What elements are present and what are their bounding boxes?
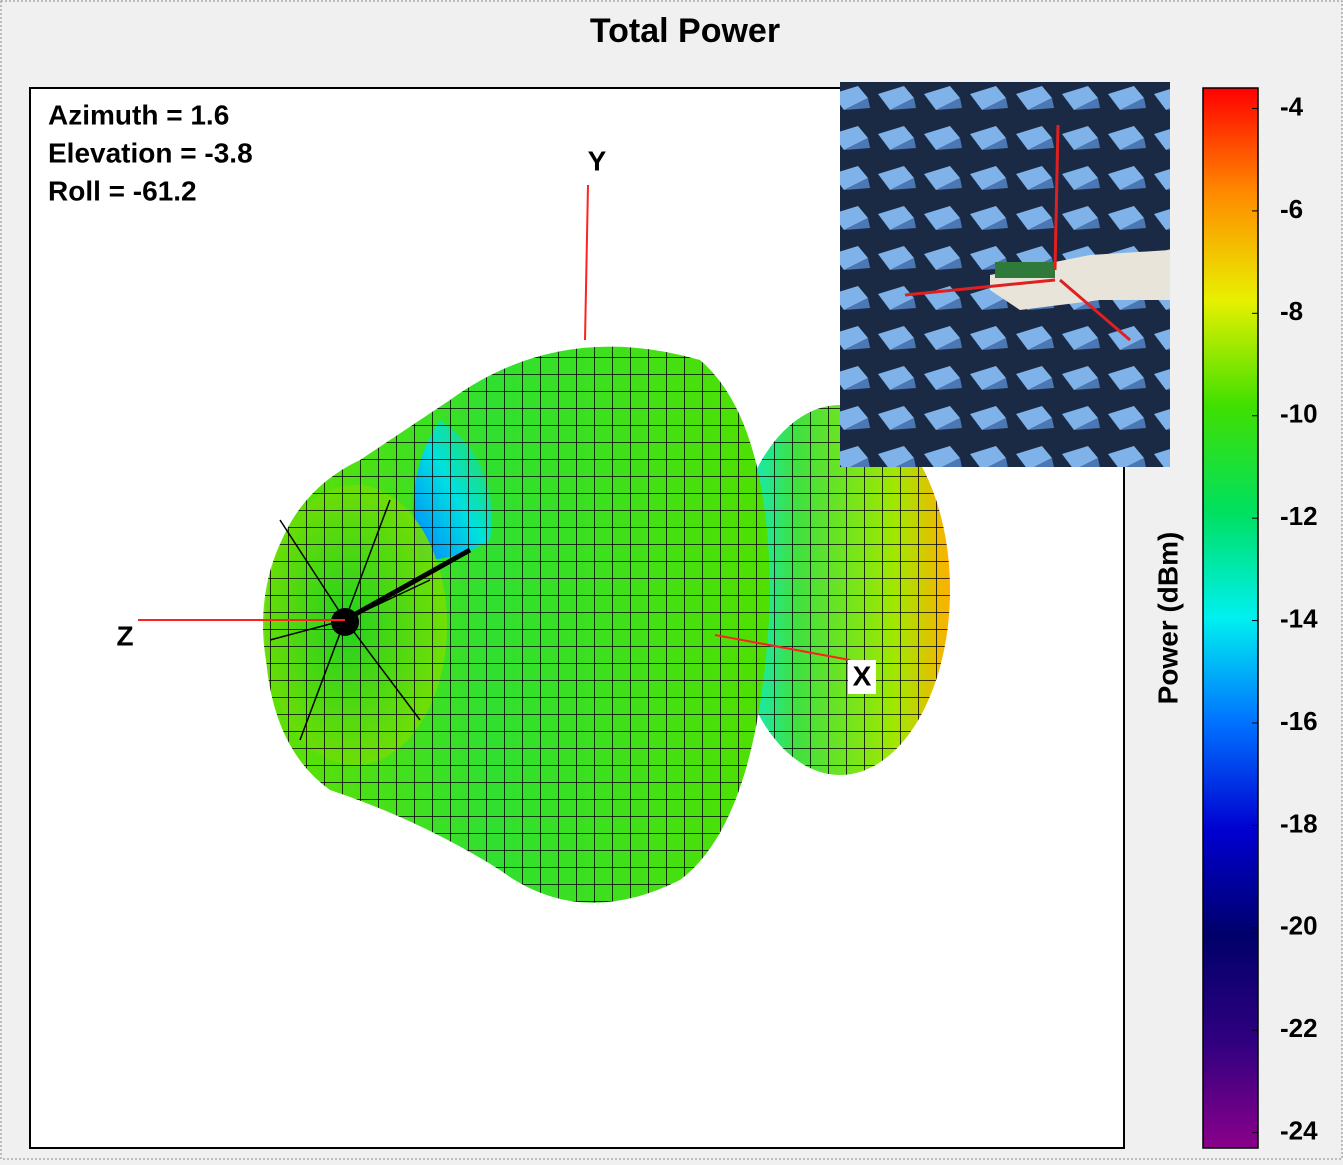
- colorbar-tick-label: -16: [1280, 706, 1318, 736]
- colorbar-tick-label: -4: [1280, 91, 1304, 121]
- colorbar-tick-label: -14: [1280, 603, 1318, 633]
- inset-photo: [840, 82, 1170, 467]
- colorbar-tick-label: -22: [1280, 1013, 1318, 1043]
- axis-label: Y: [588, 145, 607, 176]
- colorbar-tick-label: -12: [1280, 501, 1318, 531]
- axes-3d: [138, 184, 851, 661]
- axis-label-box: [848, 660, 876, 694]
- chart-title: Total Power: [590, 12, 780, 50]
- colorbar-tick-label: -18: [1280, 808, 1318, 838]
- colorbar-tick-label: -24: [1280, 1116, 1318, 1146]
- axis-label: Z: [116, 620, 133, 651]
- axis-label: X: [853, 660, 872, 691]
- radiation-pattern: [263, 346, 950, 903]
- view-label: Roll = -61.2: [48, 175, 197, 206]
- colorbar: [1202, 87, 1259, 1149]
- colorbar-tick-label: -8: [1280, 296, 1303, 326]
- colorbar-tick-label: -10: [1280, 399, 1318, 429]
- colorbar-tick-label: -20: [1280, 911, 1318, 941]
- colorbar-tick-label: -6: [1280, 194, 1303, 224]
- view-label: Elevation = -3.8: [48, 137, 253, 168]
- view-label: Azimuth = 1.6: [48, 99, 229, 130]
- colorbar-label: Power (dBm): [1152, 532, 1183, 705]
